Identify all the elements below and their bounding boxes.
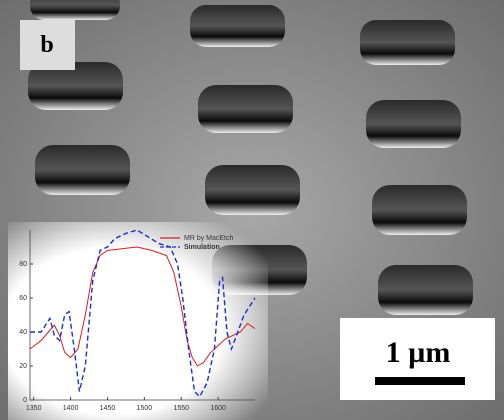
x-tick-label: 1350: [26, 405, 42, 412]
hole: [190, 5, 285, 47]
x-tick-label: 1450: [100, 405, 116, 412]
series-line: [29, 246, 256, 367]
panel-label: b: [40, 32, 53, 58]
x-tick-label: 1400: [63, 405, 79, 412]
x-tick-label: 1550: [173, 405, 189, 412]
x-tick-label: 1500: [137, 405, 153, 412]
hole: [35, 145, 130, 195]
hole: [378, 265, 473, 315]
hole: [205, 165, 300, 215]
hole: [30, 0, 120, 20]
hole: [366, 100, 461, 148]
hole: [198, 85, 293, 133]
hole: [28, 62, 123, 110]
inset-chart: 0 20 40 60 80 1350 1400 1450 1500 1550 1600 MR by M…: [19, 229, 256, 412]
hole: [372, 185, 467, 235]
y-tick-label: 40: [19, 329, 27, 336]
hole: [360, 20, 455, 65]
y-tick-label: 80: [19, 261, 27, 268]
legend-label: MR by MacEtch: [184, 235, 234, 242]
scale-bar: [375, 377, 465, 385]
x-tick-label: 1600: [210, 405, 226, 412]
series-line: [30, 229, 256, 398]
panel-label-box: [20, 20, 75, 70]
holes: [28, 0, 473, 315]
inset-background: [8, 222, 268, 420]
y-tick-label: 20: [19, 363, 27, 370]
scale-bar-label: 1 µm: [386, 336, 451, 369]
y-tick-label: 60: [19, 295, 27, 302]
y-tick-label: 0: [23, 397, 27, 404]
legend-label: Simulation: [184, 244, 220, 251]
scale-bar-box: [340, 318, 495, 400]
